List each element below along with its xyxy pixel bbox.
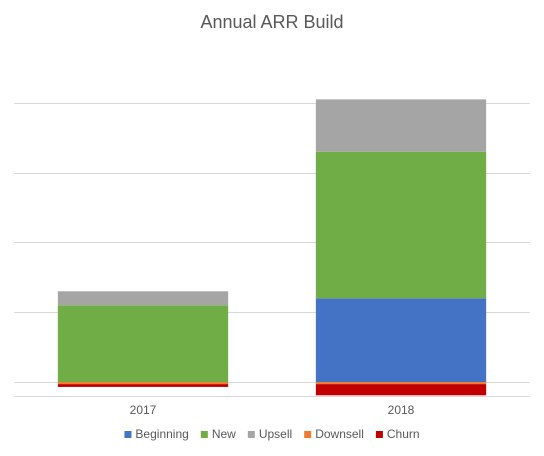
bar-upsell-2017: [57, 291, 229, 306]
bar-new-2017: [57, 305, 229, 383]
bar-upsell-2018: [315, 99, 487, 152]
legend-swatch-churn: [375, 431, 383, 438]
legend-label-new: New: [212, 427, 236, 441]
legend-label-upsell: Upsell: [259, 427, 292, 441]
legend-swatch-upsell: [247, 431, 255, 438]
bar-churn-2017: [57, 384, 229, 387]
bar-beginning-2018: [315, 298, 487, 383]
bars: [57, 99, 487, 396]
legend-label-downsell: Downsell: [315, 427, 364, 441]
x-axis-ticks: 2017 2018: [130, 403, 415, 417]
legend-label-beginning: Beginning: [135, 427, 188, 441]
bar-churn-2018: [315, 384, 487, 396]
chart-title: Annual ARR Build: [200, 12, 343, 32]
x-tick-label: 2017: [130, 403, 157, 417]
bar-downsell-2017: [57, 382, 229, 385]
legend-swatch-new: [200, 431, 208, 438]
legend-label-churn: Churn: [387, 427, 420, 441]
legend-swatch-beginning: [124, 431, 132, 438]
bar-downsell-2018: [315, 382, 487, 385]
legend-swatch-downsell: [304, 431, 312, 438]
x-tick-label: 2018: [388, 403, 415, 417]
legend: Beginning New Upsell Downsell Churn: [124, 427, 420, 441]
bar-new-2018: [315, 151, 487, 299]
